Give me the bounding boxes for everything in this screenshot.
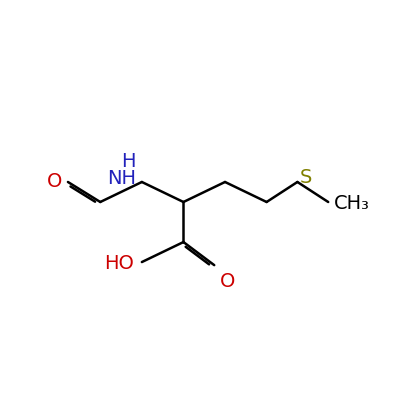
Text: H: H <box>121 152 136 172</box>
Text: O: O <box>220 272 235 291</box>
Text: HO: HO <box>104 254 134 273</box>
Text: O: O <box>46 172 62 190</box>
Text: S: S <box>300 168 312 187</box>
Text: NH: NH <box>107 170 136 188</box>
Text: CH₃: CH₃ <box>334 194 370 213</box>
